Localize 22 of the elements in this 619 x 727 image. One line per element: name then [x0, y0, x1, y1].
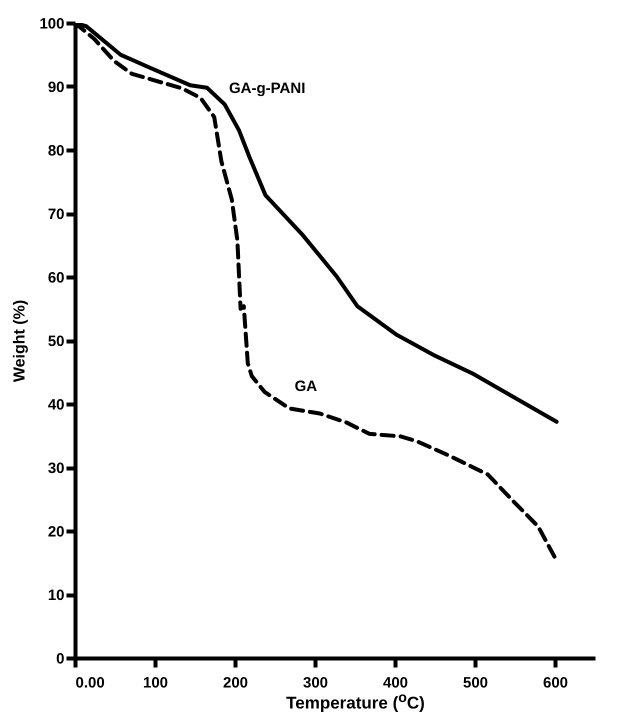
y-tick-label: 50: [48, 333, 64, 350]
x-axis-title: Temperature ($^{o}$C): [285, 690, 426, 714]
x-tick-label: 0.00: [76, 674, 105, 692]
x-tick-label: 400: [382, 674, 408, 692]
y-tick-label: 100: [39, 16, 64, 32]
series-label: GA: [294, 378, 318, 395]
x-tick-label: 300: [302, 674, 328, 692]
y-tick-label: 0: [56, 650, 64, 668]
x-tick-label: 500: [462, 674, 488, 692]
y-tick-label: 70: [48, 206, 64, 223]
y-tick-label: 80: [48, 142, 64, 160]
y-tick-label: 40: [48, 396, 64, 414]
y-tick-label: 10: [48, 587, 64, 604]
x-tick-label: 600: [542, 674, 568, 692]
series-label: GA-g-PANI: [229, 80, 306, 97]
y-tick-label: 90: [48, 79, 64, 96]
y-axis-title: Weight (%): [11, 300, 28, 382]
y-tick-label: 30: [48, 460, 64, 477]
y-tick-label: 60: [48, 270, 64, 286]
y-tick-label: 20: [48, 524, 64, 540]
x-tick-label: 100: [142, 674, 168, 692]
x-tick-label: 200: [222, 674, 248, 692]
